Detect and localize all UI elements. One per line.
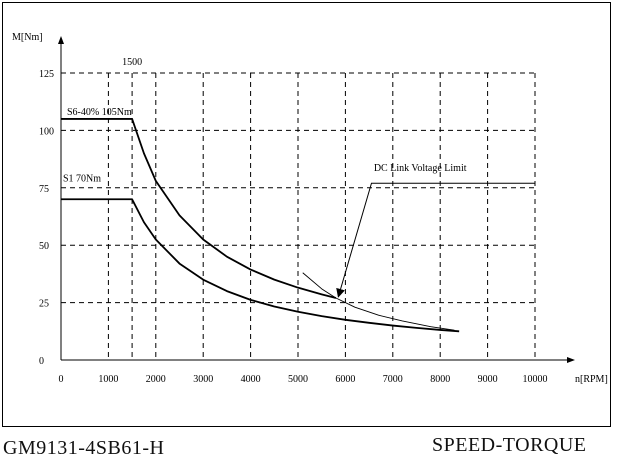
x-tick-label: 6000 <box>335 374 355 385</box>
y-tick-label: 50 <box>39 241 49 252</box>
y-tick-label: 75 <box>39 184 49 195</box>
x-tick-label: 9000 <box>478 374 498 385</box>
y-tick-label: 0 <box>39 356 44 367</box>
speed-torque-chart: 0 1000 2000 3000 4000 5000 6000 7000 8000 9000 100… <box>12 32 608 385</box>
y-tick-label: 100 <box>39 126 54 137</box>
x-tick-label: 8000 <box>430 374 450 385</box>
s6-label: S6-40% 105Nm <box>67 107 132 118</box>
x-tick-label: 1000 <box>98 374 118 385</box>
x-tick-label: 0 <box>59 374 64 385</box>
s1-label: S1 70Nm <box>63 173 101 184</box>
x-tick-label: 3000 <box>193 374 213 385</box>
model-number: GM9131-4SB61-H <box>3 437 165 459</box>
x-tick-label: 10000 <box>523 374 548 385</box>
chart-frame <box>2 2 611 427</box>
series-line-3 <box>302 272 455 331</box>
y-axis-label: M[Nm] <box>12 32 43 43</box>
x-tick-label: 7000 <box>383 374 403 385</box>
x-tick-label: 2000 <box>146 374 166 385</box>
chart-title: SPEED-TORQUE <box>432 434 587 456</box>
series-line-1 <box>61 118 337 299</box>
top-speed-label: 1500 <box>122 57 142 68</box>
dc-limit-label: DC Link Voltage Limit <box>374 163 467 174</box>
series-line-2 <box>61 198 460 333</box>
x-tick-label: 4000 <box>241 374 261 385</box>
x-axis-arrow <box>567 357 575 363</box>
y-tick-label: 125 <box>39 69 54 80</box>
y-tick-label: 25 <box>39 299 49 310</box>
dc-limit-pointer <box>336 182 535 298</box>
x-axis-label: n[RPM] <box>575 374 608 385</box>
y-axis-arrow <box>58 36 64 44</box>
x-tick-label: 5000 <box>288 374 308 385</box>
